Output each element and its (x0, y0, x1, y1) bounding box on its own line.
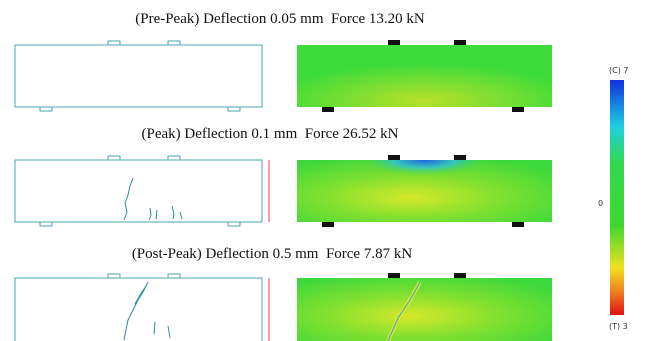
colorbar-middle-label: 0 (598, 199, 603, 208)
panel-title: (Post-Peak) Deflection 0.5 mm Force 7.87… (132, 246, 413, 262)
colorbar-bottom-label: (T) 3 (609, 322, 628, 331)
panel-title: (Pre-Peak) Deflection 0.05 mm Force 13.2… (135, 11, 425, 27)
colorbar-top-label: (C) 7 (609, 66, 628, 75)
panel-title: (Peak) Deflection 0.1 mm Force 26.52 kN (141, 126, 398, 142)
figure: (Pre-Peak) Deflection 0.05 mm Force 13.2… (0, 0, 651, 341)
stress-contour (297, 40, 552, 112)
beam-outline (15, 156, 269, 226)
beam-outline (15, 41, 262, 111)
colorbar: (C) 7 0 (T) 3 (598, 66, 628, 331)
beam-outline (15, 274, 269, 341)
stress-contour (297, 155, 552, 227)
stress-contour (297, 273, 552, 341)
